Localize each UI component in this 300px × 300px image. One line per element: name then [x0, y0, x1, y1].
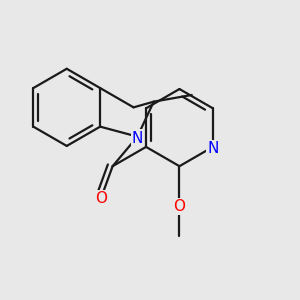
Text: N: N: [207, 141, 219, 156]
Text: O: O: [95, 191, 107, 206]
Text: N: N: [132, 130, 143, 146]
Text: O: O: [173, 199, 185, 214]
